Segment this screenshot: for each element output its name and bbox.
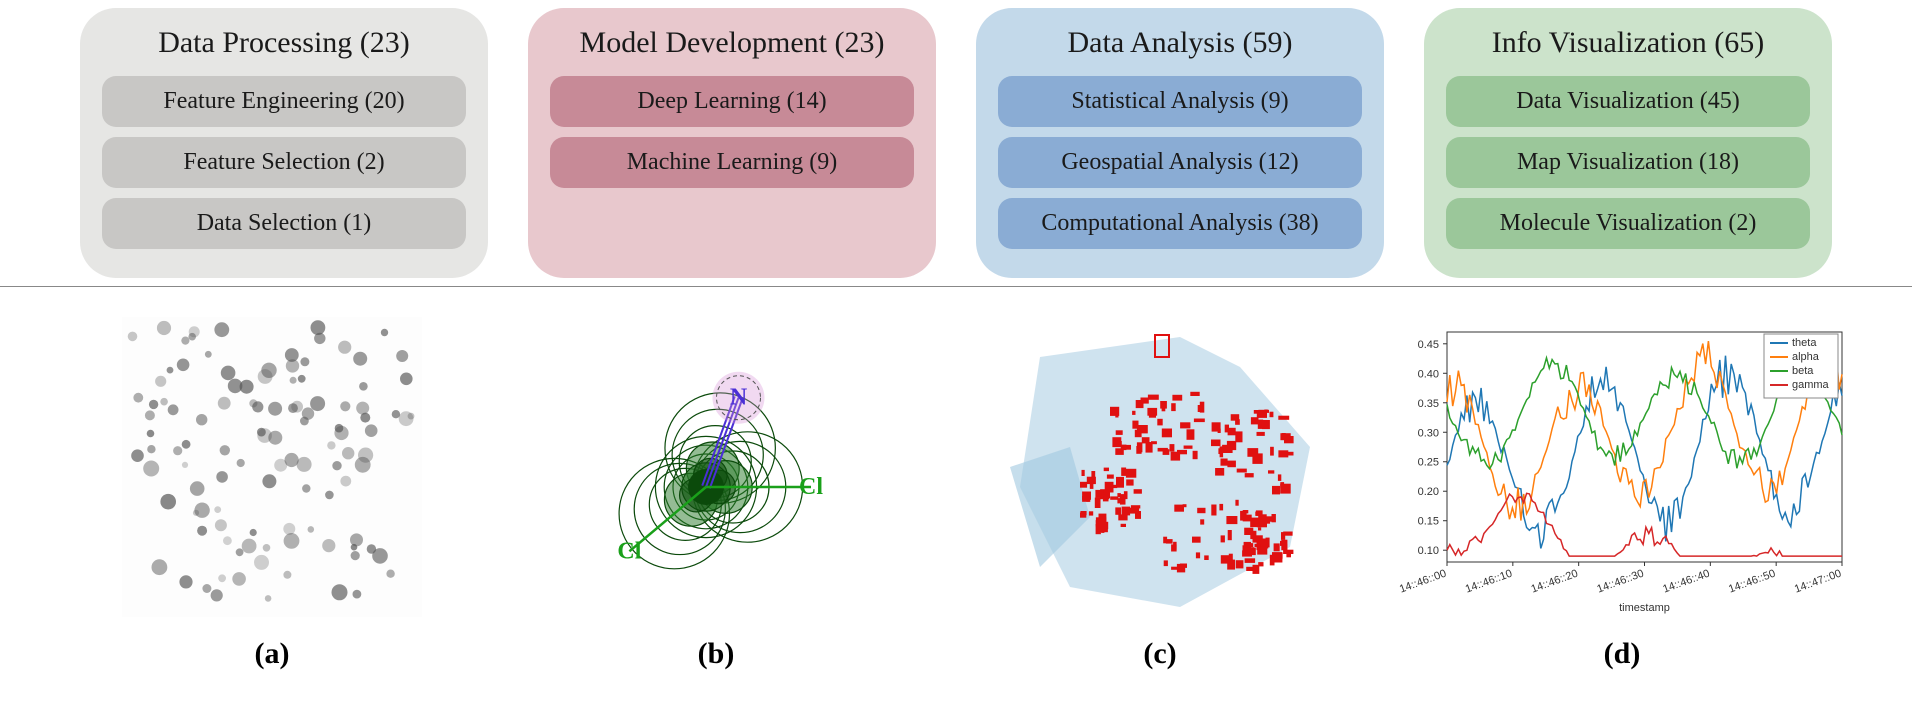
- card-title: Data Analysis (59): [998, 26, 1362, 60]
- category-row: Data Processing (23) Feature Engineering…: [0, 0, 1912, 286]
- svg-text:0.30: 0.30: [1418, 427, 1439, 439]
- panel-c: (c): [948, 307, 1372, 671]
- subcategory: Data Selection (1): [102, 198, 466, 249]
- svg-text:gamma: gamma: [1792, 379, 1830, 391]
- panel-label: (c): [1143, 637, 1176, 671]
- timeseries-chart: 0.10 0.15 0.20 0.25 0.30 0.35 0.40 0.4514::46::…: [1392, 317, 1852, 617]
- panel-d: 0.10 0.15 0.20 0.25 0.30 0.35 0.40 0.4514::46::…: [1392, 307, 1852, 671]
- subcategory: Deep Learning (14): [550, 76, 914, 127]
- svg-text:14::47::00: 14::47::00: [1793, 568, 1843, 596]
- card-title: Data Processing (23): [102, 26, 466, 60]
- svg-text:0.45: 0.45: [1418, 339, 1439, 351]
- subcategory: Feature Selection (2): [102, 137, 466, 188]
- svg-text:0.25: 0.25: [1418, 457, 1439, 469]
- subcategory: Molecule Visualization (2): [1446, 198, 1810, 249]
- subcategory: Computational Analysis (38): [998, 198, 1362, 249]
- svg-text:beta: beta: [1792, 365, 1814, 377]
- svg-text:0.35: 0.35: [1418, 398, 1439, 410]
- svg-text:14::46::40: 14::46::40: [1661, 568, 1711, 596]
- svg-text:Cl: Cl: [799, 474, 823, 500]
- svg-text:14::46::50: 14::46::50: [1727, 568, 1777, 596]
- molecule-icon: N Cl Cl: [566, 317, 866, 617]
- card-data-analysis: Data Analysis (59) Statistical Analysis …: [976, 8, 1384, 278]
- svg-text:theta: theta: [1792, 337, 1817, 349]
- svg-text:0.40: 0.40: [1418, 368, 1439, 380]
- svg-text:alpha: alpha: [1792, 351, 1820, 363]
- subcategory: Statistical Analysis (9): [998, 76, 1362, 127]
- panel-label: (d): [1604, 637, 1641, 671]
- svg-text:Cl: Cl: [617, 538, 641, 564]
- card-data-processing: Data Processing (23) Feature Engineering…: [80, 8, 488, 278]
- examples-row: (a) NClCl (b) (c) 0.100.150.200.250.300.…: [0, 287, 1912, 671]
- svg-text:N: N: [730, 385, 748, 411]
- cell-microscopy-icon: [122, 317, 422, 617]
- subcategory: Map Visualization (18): [1446, 137, 1810, 188]
- subcategory: Data Visualization (45): [1446, 76, 1810, 127]
- svg-text:0.20: 0.20: [1418, 486, 1439, 498]
- panel-label: (a): [255, 637, 290, 671]
- card-info-visualization: Info Visualization (65) Data Visualizati…: [1424, 8, 1832, 278]
- svg-text:14::46::30: 14::46::30: [1595, 568, 1645, 596]
- subcategory: Feature Engineering (20): [102, 76, 466, 127]
- panel-label: (b): [698, 637, 735, 671]
- svg-text:0.15: 0.15: [1418, 516, 1439, 528]
- card-title: Model Development (23): [550, 26, 914, 60]
- card-title: Info Visualization (65): [1446, 26, 1810, 60]
- subcategory: Machine Learning (9): [550, 137, 914, 188]
- card-model-development: Model Development (23) Deep Learning (14…: [528, 8, 936, 278]
- subcategory: Geospatial Analysis (12): [998, 137, 1362, 188]
- svg-text:0.10: 0.10: [1418, 545, 1439, 557]
- building-map-icon: [980, 317, 1340, 617]
- panel-b: N Cl Cl (b): [504, 307, 928, 671]
- svg-text:14::46::20: 14::46::20: [1530, 568, 1580, 596]
- svg-text:14::46::00: 14::46::00: [1398, 568, 1448, 596]
- svg-text:14::46::10: 14::46::10: [1464, 568, 1514, 596]
- svg-text:timestamp: timestamp: [1619, 602, 1670, 614]
- panel-a: (a): [60, 307, 484, 671]
